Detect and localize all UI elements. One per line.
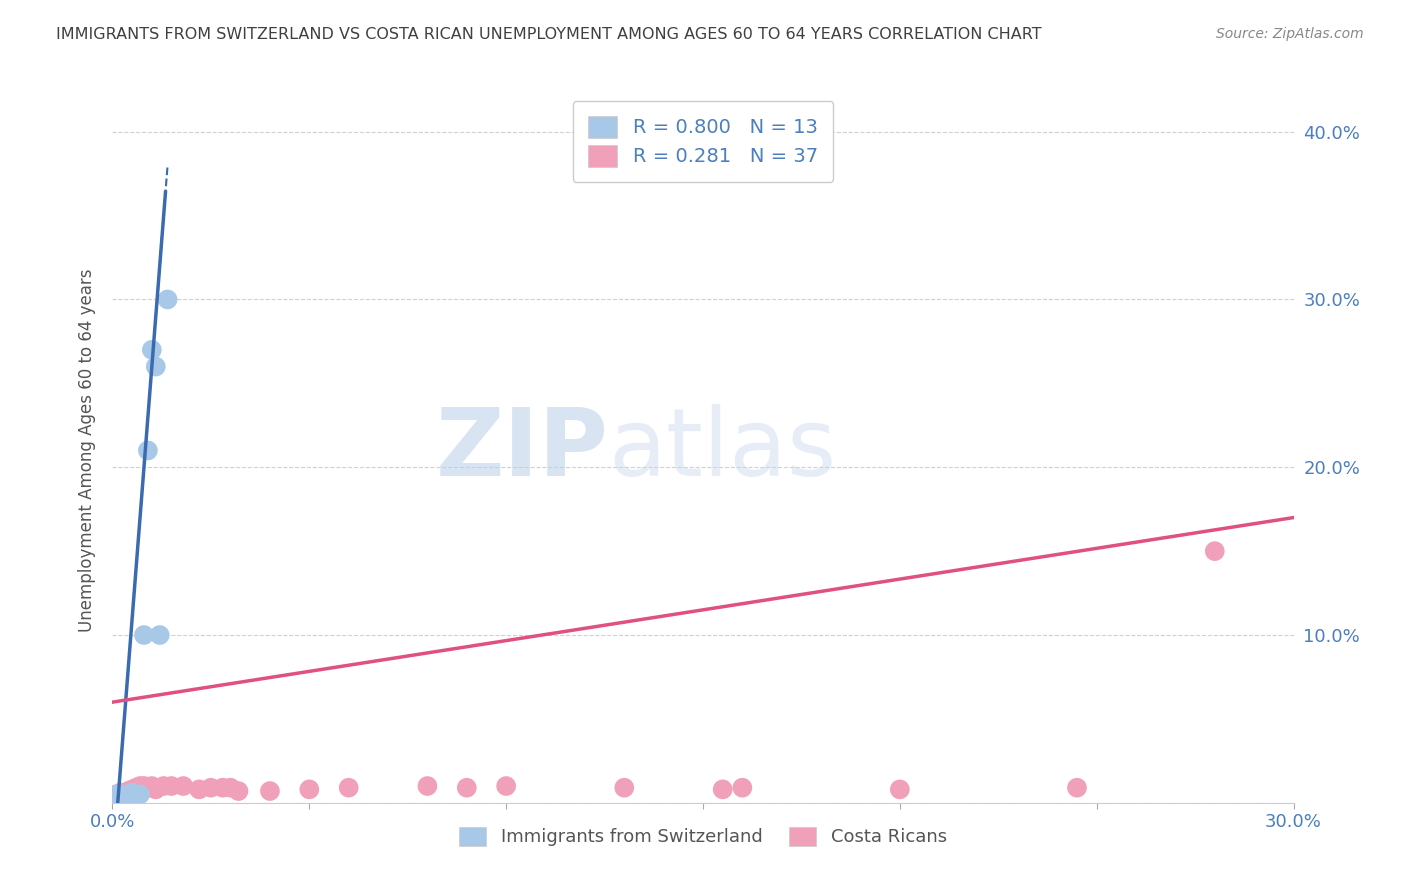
Point	[136, 780, 159, 795]
Point	[121, 782, 143, 797]
Point	[149, 628, 172, 642]
Point	[129, 788, 152, 802]
Point	[156, 293, 179, 307]
Point	[105, 788, 128, 802]
Point	[112, 788, 135, 802]
Point	[129, 784, 152, 798]
Point	[117, 786, 139, 800]
Point	[129, 779, 152, 793]
Point	[219, 780, 242, 795]
Point	[145, 359, 167, 374]
Text: IMMIGRANTS FROM SWITZERLAND VS COSTA RICAN UNEMPLOYMENT AMONG AGES 60 TO 64 YEAR: IMMIGRANTS FROM SWITZERLAND VS COSTA RIC…	[56, 27, 1042, 42]
Point	[200, 780, 222, 795]
Point	[298, 782, 321, 797]
Y-axis label: Unemployment Among Ages 60 to 64 years: Unemployment Among Ages 60 to 64 years	[77, 268, 96, 632]
Point	[110, 786, 132, 800]
Point	[211, 780, 233, 795]
Text: Source: ZipAtlas.com: Source: ZipAtlas.com	[1216, 27, 1364, 41]
Point	[117, 784, 139, 798]
Point	[132, 779, 155, 793]
Point	[337, 780, 360, 795]
Point	[117, 789, 139, 803]
Point	[141, 779, 163, 793]
Point	[125, 782, 148, 797]
Point	[731, 780, 754, 795]
Point	[110, 788, 132, 802]
Point	[416, 779, 439, 793]
Point	[141, 343, 163, 357]
Point	[125, 780, 148, 795]
Point	[495, 779, 517, 793]
Point	[132, 628, 155, 642]
Point	[160, 779, 183, 793]
Point	[152, 779, 174, 793]
Point	[112, 790, 135, 805]
Point	[125, 788, 148, 802]
Point	[613, 780, 636, 795]
Point	[188, 782, 211, 797]
Point	[711, 782, 734, 797]
Point	[121, 786, 143, 800]
Point	[889, 782, 911, 797]
Point	[172, 779, 194, 793]
Point	[112, 786, 135, 800]
Point	[1204, 544, 1226, 558]
Point	[136, 443, 159, 458]
Point	[105, 788, 128, 802]
Point	[456, 780, 478, 795]
Point	[121, 784, 143, 798]
Legend: Immigrants from Switzerland, Costa Ricans: Immigrants from Switzerland, Costa Rican…	[451, 820, 955, 854]
Point	[228, 784, 250, 798]
Point	[1066, 780, 1088, 795]
Text: ZIP: ZIP	[436, 404, 609, 497]
Point	[259, 784, 281, 798]
Text: atlas: atlas	[609, 404, 837, 497]
Point	[110, 788, 132, 802]
Point	[145, 782, 167, 797]
